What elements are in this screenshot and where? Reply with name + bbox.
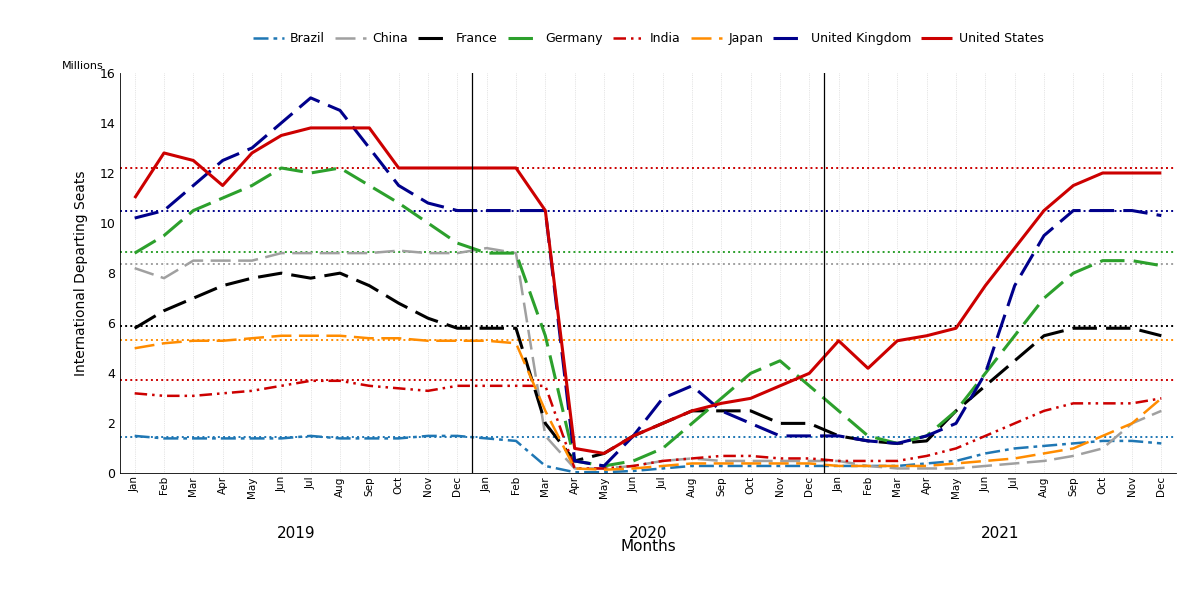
Text: 2020: 2020 — [629, 526, 667, 541]
X-axis label: Months: Months — [620, 539, 676, 554]
Text: 2019: 2019 — [277, 526, 316, 541]
Text: 2021: 2021 — [980, 526, 1019, 541]
Text: Millions: Millions — [62, 61, 103, 71]
Y-axis label: International Departing Seats: International Departing Seats — [74, 171, 88, 376]
Legend: Brazil, China, France, Germany, India, Japan, United Kingdom, United States: Brazil, China, France, Germany, India, J… — [247, 27, 1049, 50]
